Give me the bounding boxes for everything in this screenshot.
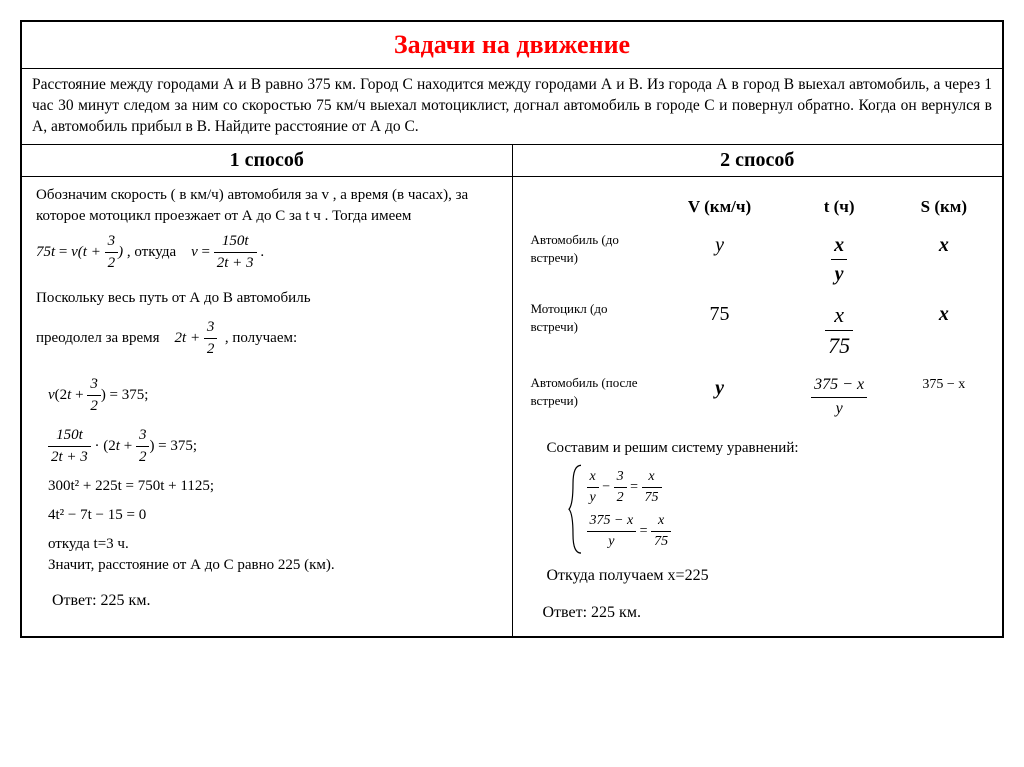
m1-p2b: преодолел за время [36, 330, 160, 346]
method1-solution: Обозначим скорость ( в км/ч) автомобиля … [21, 176, 512, 637]
row1-label: Автомобиль (до встречи) [527, 225, 657, 294]
brace-icon [567, 463, 583, 555]
variables-table: V (км/ч) t (ч) S (км) Автомобиль (до вст… [527, 189, 993, 426]
method2-solution: V (км/ч) t (ч) S (км) Автомобиль (до вст… [512, 176, 1003, 637]
col-t: t (ч) [783, 189, 896, 225]
col-s: S (км) [896, 189, 992, 225]
m2-concl: Откуда получаем x=225 [547, 565, 993, 587]
m1-p2c: , получаем: [225, 330, 297, 346]
worksheet-table: Задачи на движение Расстояние между горо… [20, 20, 1004, 638]
problem-statement: Расстояние между городами А и В равно 37… [21, 69, 1003, 145]
m1-equations: v(2t + 32) = 375; 150t2t + 3 · (2t + 32)… [48, 374, 502, 526]
m1-answer: Ответ: 225 км. [52, 590, 502, 612]
m1-concl2: Значит, расстояние от А до С равно 225 (… [48, 555, 502, 576]
m1-v-expr: v = 150t2t + 3 [191, 231, 256, 274]
equation-system: xy − 32 = x75 375 − xy = x75 [567, 463, 993, 555]
method2-header: 2 способ [512, 144, 1003, 176]
m2-sys-intro: Составим и решим систему уравнений: [547, 438, 993, 459]
m1-concl1: откуда t=3 ч. [48, 534, 502, 555]
row2-label: Мотоцикл (до встречи) [527, 294, 657, 369]
col-v: V (км/ч) [657, 189, 783, 225]
m1-eq1: 75t = v(t + 32) [36, 244, 127, 260]
method1-header: 1 способ [21, 144, 512, 176]
m1-time-expr: 2t + 32 [175, 330, 222, 346]
row3-label: Автомобиль (после встречи) [527, 368, 657, 426]
m1-intro-b: , откуда [127, 244, 176, 260]
m1-p2a: Поскольку весь путь от А до В автомобиль [36, 288, 502, 309]
title: Задачи на движение [21, 21, 1003, 69]
m1-intro-a: Обозначим скорость ( в км/ч) автомобиля … [36, 187, 468, 224]
m2-answer: Ответ: 225 км. [543, 602, 993, 624]
